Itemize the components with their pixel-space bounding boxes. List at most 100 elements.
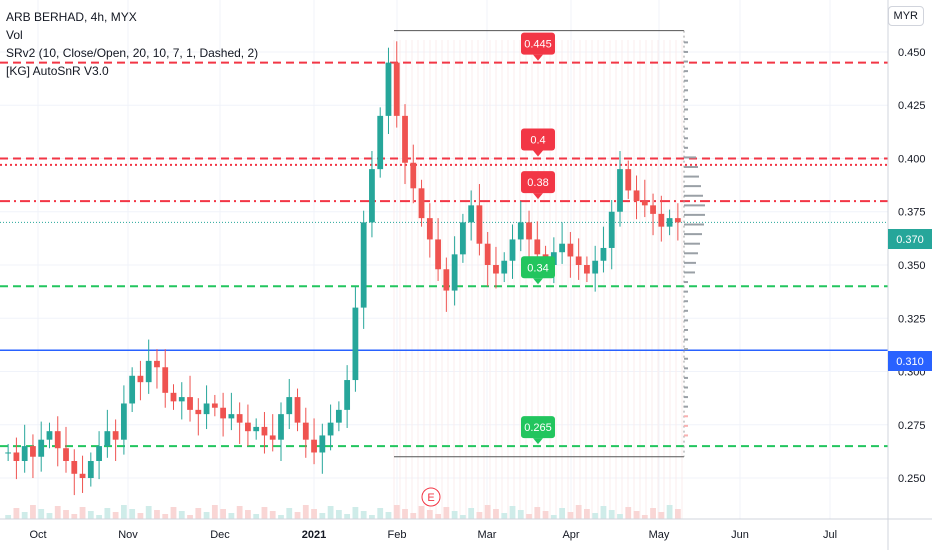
volume-bar <box>484 505 491 519</box>
volume-bar <box>145 506 152 519</box>
volume-bar <box>360 511 367 519</box>
candle-body <box>352 307 359 381</box>
candle-body <box>278 414 284 440</box>
earnings-event-marker[interactable]: E <box>421 487 441 507</box>
level-labels: 0.445 0.4 0.38 0.34 0.265 <box>521 32 555 445</box>
volume-bar <box>178 511 185 519</box>
volume-bar <box>129 509 136 519</box>
level-callout: 0.4 <box>521 128 555 157</box>
candle-body <box>46 431 53 440</box>
volume-bar <box>137 513 144 519</box>
candle-body <box>435 239 441 270</box>
volume-bar <box>38 509 45 519</box>
volume-bar <box>534 507 541 519</box>
candle-body <box>96 446 102 461</box>
candle-body <box>451 254 458 291</box>
time-axis[interactable]: Oct Nov Dec 2021 Feb Mar Apr May Jun Jul <box>29 529 837 541</box>
candle-body <box>658 213 665 227</box>
grid-lines <box>0 0 888 519</box>
volume-bar <box>46 513 53 519</box>
indicator-vol[interactable]: Vol <box>6 28 23 42</box>
volume-bar <box>319 513 326 519</box>
volume-bar <box>220 509 227 519</box>
volume-bar <box>79 507 86 519</box>
volume-bar <box>344 514 351 519</box>
volume-bar <box>187 515 193 519</box>
y-tick-label: 0.375 <box>898 207 926 219</box>
volume-bar <box>625 507 632 519</box>
volume-bar <box>377 508 384 519</box>
volume-bar <box>468 508 475 519</box>
volume-bar <box>294 512 301 519</box>
volume-bar <box>21 512 28 519</box>
candle-body <box>526 222 532 240</box>
callout-pointer <box>533 438 543 445</box>
volume-bar <box>120 505 127 519</box>
candle-body <box>71 461 78 474</box>
candle-body <box>286 397 293 415</box>
price-axis[interactable]: 0.4500.4250.4000.3750.3500.3250.3000.275… <box>898 47 926 485</box>
volume-bar <box>327 506 334 519</box>
symbol-title[interactable]: ARB BERHAD, 4h, MYX <box>6 10 137 24</box>
candle-body <box>377 115 384 170</box>
candle-body <box>104 431 111 447</box>
candle-body <box>236 414 243 423</box>
chart-legend: ARB BERHAD, 4h, MYX Vol SRv2 (10, Close/… <box>6 8 258 80</box>
indicator-srv2[interactable]: SRv2 (10, Close/Open, 20, 10, 7, 1, Dash… <box>6 46 259 60</box>
currency-button[interactable]: MYR <box>887 6 924 26</box>
x-tick-label: Oct <box>29 529 46 541</box>
candle-body <box>195 409 202 415</box>
volume-bar <box>658 512 665 519</box>
volume-bar <box>112 512 119 519</box>
volume-bar <box>633 511 640 519</box>
candle-body <box>418 188 425 219</box>
candle-body <box>592 260 599 274</box>
candle-body <box>393 62 400 116</box>
callout-text: 0.38 <box>527 177 548 189</box>
candle-body <box>228 414 235 419</box>
volume-bar <box>501 513 508 519</box>
volume-bar <box>402 509 408 519</box>
volume-bar <box>666 505 673 519</box>
x-tick-label: Nov <box>118 529 138 541</box>
last-price-value: 0.370 <box>896 234 924 246</box>
y-tick-label: 0.325 <box>898 313 926 325</box>
volume-bar <box>96 515 102 519</box>
candle-body <box>410 162 417 189</box>
volume-bar <box>526 514 532 519</box>
event-marker-letter: E <box>427 492 434 504</box>
candles <box>5 41 681 496</box>
volume-bar <box>674 509 681 519</box>
callout-pointer <box>533 54 543 61</box>
volume-bar <box>369 515 375 519</box>
indicator-autosnr[interactable]: [KG] AutoSnR V3.0 <box>6 64 109 78</box>
level-callout: 0.265 <box>521 416 555 445</box>
candle-body <box>369 169 375 223</box>
candle-body <box>13 452 20 461</box>
y-tick-label: 0.425 <box>898 100 926 112</box>
volume-bar <box>641 515 648 519</box>
y-tick-label: 0.450 <box>898 47 926 59</box>
candle-body <box>674 218 681 223</box>
candle-body <box>269 435 276 440</box>
y-tick-label: 0.400 <box>898 153 926 165</box>
candle-body <box>302 422 309 440</box>
x-tick-label: May <box>649 529 670 541</box>
volume-bar <box>443 507 450 519</box>
volume-bar <box>559 508 566 519</box>
candle-body <box>641 201 648 206</box>
volume-bar <box>71 514 78 519</box>
candle-body <box>402 115 408 163</box>
volume-bar <box>311 509 317 519</box>
level-callout: 0.34 <box>521 256 555 285</box>
candle-body <box>559 243 566 253</box>
candle-body <box>509 239 516 261</box>
candle-body <box>575 256 582 265</box>
candle-body <box>327 422 334 436</box>
candle-body <box>261 426 268 436</box>
volume-bar <box>575 505 582 519</box>
volume-bar <box>236 506 243 519</box>
callout-pointer <box>533 278 543 285</box>
candle-body <box>476 205 483 244</box>
